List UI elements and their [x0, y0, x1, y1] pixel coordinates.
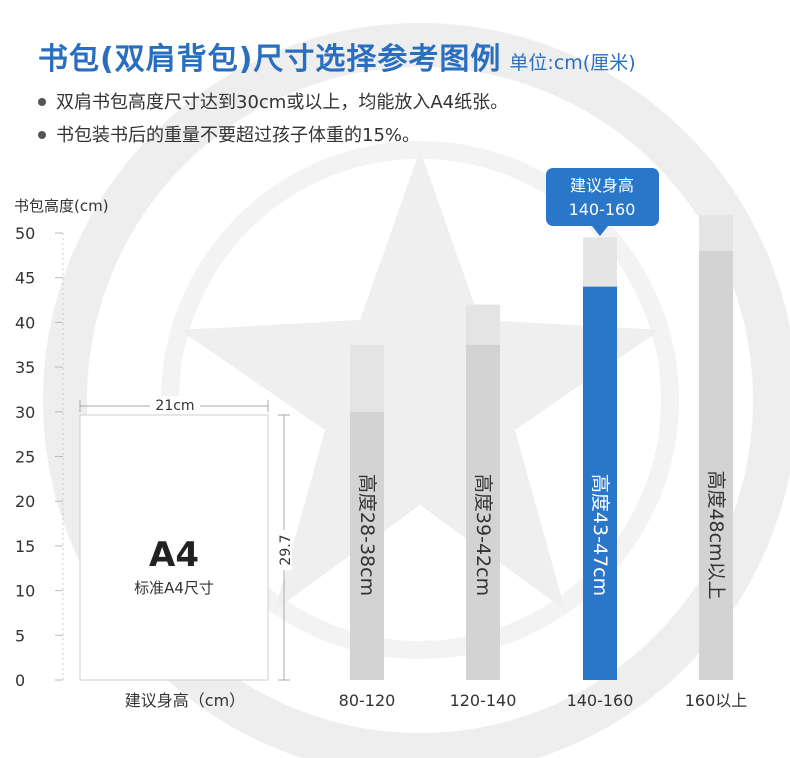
bar-top-segment [699, 215, 733, 251]
y-tick-label: 45 [15, 269, 35, 288]
callout-pointer [592, 226, 608, 236]
notes-list: 双肩书包高度尺寸达到30cm或以上，均能放入A4纸张。 书包装书后的重量不要超过… [38, 90, 508, 156]
y-tick-label: 20 [15, 492, 35, 511]
callout-line1: 建议身高 [570, 176, 634, 195]
callout-bubble [546, 168, 659, 226]
a4-paper [79, 414, 269, 681]
bullet-icon [38, 130, 46, 139]
bar [699, 250, 733, 680]
bar [466, 344, 500, 680]
note-text: 书包装书后的重量不要超过孩子体重的15%。 [56, 125, 421, 146]
a4-width-label: 21cm [155, 398, 194, 414]
note-item: 书包装书后的重量不要超过孩子体重的15%。 [38, 123, 508, 156]
bar-top-segment [466, 304, 500, 345]
page-title: 书包(双肩背包)尺寸选择参考图例 [38, 42, 502, 77]
x-tick-label: 120-140 [450, 691, 517, 710]
y-axis: 0 5 10 15 20 25 30 35 40 45 50 [15, 224, 64, 690]
y-axis-title: 书包高度(cm) [14, 197, 109, 215]
bar-highlight [583, 286, 617, 680]
header: 书包(双肩背包)尺寸选择参考图例 单位:cm(厘米) [38, 34, 636, 78]
a4-subtitle: 标准A4尺寸 [134, 579, 214, 597]
a4-title: A4 [149, 535, 199, 575]
y-tick-label: 5 [15, 626, 25, 645]
bar-top-segment [583, 237, 617, 287]
x-axis-title: 建议身高（cm） [125, 691, 245, 710]
x-tick-label: 160以上 [685, 691, 748, 710]
a4-width-label-bg [150, 396, 200, 414]
y-tick-label: 35 [15, 358, 35, 377]
a4-height-label-bg [276, 530, 292, 570]
note-text: 双肩书包高度尺寸达到30cm或以上，均能放入A4纸张。 [56, 92, 509, 113]
callout-line2: 140-160 [569, 200, 636, 219]
recommended-callout: 建议身高 140-160 [546, 168, 659, 236]
unit-label: 单位:cm(厘米) [509, 52, 636, 74]
bars-group: 高度28-38cm 高度39-42cm 高度43-47cm 高度48cm以上 [350, 215, 733, 680]
bar-top-segment [350, 344, 384, 412]
bar-label: 高度48cm以上 [705, 470, 727, 599]
y-tick-label: 30 [15, 403, 35, 422]
bar-label: 高度28-38cm [356, 474, 378, 596]
x-tick-label: 80-120 [339, 691, 396, 710]
x-axis-labels: 80-120 120-140 140-160 160以上 [339, 691, 748, 710]
bar-label: 高度43-47cm [589, 474, 611, 596]
bar [350, 411, 384, 680]
bar-label: 高度39-42cm [472, 474, 494, 596]
x-tick-label: 140-160 [567, 691, 634, 710]
y-tick-label: 10 [15, 582, 35, 601]
a4-height-label: 29.7 [278, 534, 294, 565]
bullet-icon [38, 97, 46, 106]
y-tick-label: 40 [15, 313, 35, 332]
note-item: 双肩书包高度尺寸达到30cm或以上，均能放入A4纸张。 [38, 90, 508, 123]
y-tick-label: 15 [15, 537, 35, 556]
y-tick-label: 25 [15, 448, 35, 467]
y-tick-label: 50 [15, 224, 35, 243]
y-tick-label: 0 [15, 671, 25, 690]
